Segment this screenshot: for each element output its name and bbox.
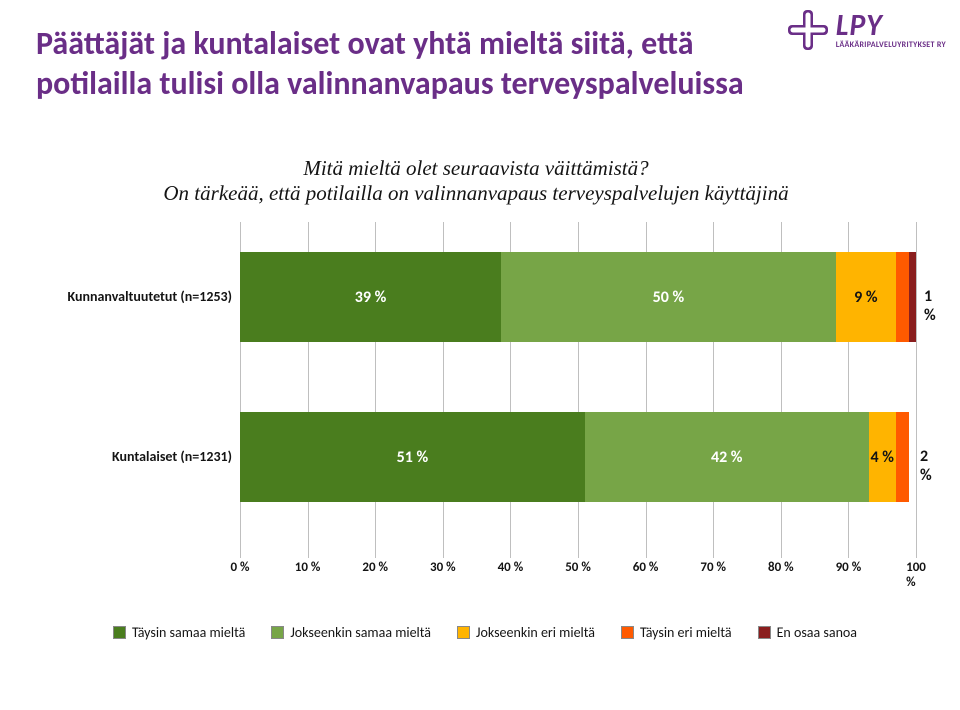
x-tick: 30 % [430, 560, 456, 575]
x-tick: 60 % [633, 560, 659, 575]
x-tick: 20 % [362, 560, 388, 575]
x-axis: 0 %10 %20 %30 %40 %50 %60 %70 %80 %90 %1… [240, 560, 916, 580]
chart: 2 %1 %39 %50 %9 %2 %51 %42 %4 % Kunnanva… [54, 222, 916, 598]
logo-text: LPY LÄÄKÄRIPALVELUYRITYKSET RY [836, 11, 946, 49]
page-title: Päättäjät ja kuntalaiset ovat yhtä mielt… [36, 24, 776, 104]
x-tick: 70 % [700, 560, 726, 575]
bar-row: 51 %42 %4 % [240, 412, 916, 502]
bar-segment: 42 % [585, 412, 869, 502]
legend-item: Jokseenkin samaa mieltä [271, 624, 431, 641]
x-tick: 10 % [295, 560, 321, 575]
subtitle-line-2: On tärkeää, että potilailla on valinnanv… [36, 181, 916, 206]
grid-line [916, 222, 917, 558]
legend-label: En osaa sanoa [777, 624, 857, 641]
x-tick: 80 % [768, 560, 794, 575]
legend-swatch [271, 626, 284, 639]
bar-segment: 4 % [869, 412, 896, 502]
x-tick: 40 % [498, 560, 524, 575]
bar-segment [909, 252, 916, 342]
legend: Täysin samaa mieltä Jokseenkin samaa miel… [54, 624, 916, 641]
legend-label: Täysin samaa mieltä [132, 624, 245, 641]
bar-segment: 9 % [836, 252, 896, 342]
x-tick: 100 % [906, 560, 926, 590]
bar-segment-label: 2 % [920, 447, 932, 485]
bar-segment: 51 % [240, 412, 585, 502]
logo-subtitle: LÄÄKÄRIPALVELUYRITYKSET RY [836, 41, 946, 49]
legend-item: Jokseenkin eri mieltä [457, 624, 595, 641]
legend-label: Jokseenkin samaa mieltä [290, 624, 431, 641]
legend-swatch [758, 626, 771, 639]
bar-segment: 50 % [501, 252, 836, 342]
legend-label: Jokseenkin eri mieltä [476, 624, 595, 641]
legend-label: Täysin eri mieltä [640, 624, 732, 641]
plot-area: 2 %1 %39 %50 %9 %2 %51 %42 %4 % [240, 222, 916, 558]
bar-row: 39 %50 %9 % [240, 252, 916, 342]
row-label: Kunnanvaltuutetut (n=1253) [54, 288, 232, 305]
row-label: Kuntalaiset (n=1231) [54, 448, 232, 465]
legend-item: Täysin samaa mieltä [113, 624, 245, 641]
subtitle-line-1: Mitä mieltä olet seuraavista väittämistä… [36, 156, 916, 181]
legend-swatch [113, 626, 126, 639]
logo: LPY LÄÄKÄRIPALVELUYRITYKSET RY [786, 8, 946, 52]
x-tick: 50 % [565, 560, 591, 575]
bar-segment [896, 252, 909, 342]
legend-swatch [621, 626, 634, 639]
legend-item: Täysin eri mieltä [621, 624, 732, 641]
bar-segment-label: 1 % [924, 287, 936, 325]
logo-acronym: LPY [836, 11, 946, 41]
bar-segment [896, 412, 910, 502]
page: LPY LÄÄKÄRIPALVELUYRITYKSET RY Päättäjät… [0, 0, 960, 710]
logo-icon [786, 8, 830, 52]
legend-item: En osaa sanoa [758, 624, 857, 641]
x-tick: 90 % [836, 560, 862, 575]
legend-swatch [457, 626, 470, 639]
subtitle: Mitä mieltä olet seuraavista väittämistä… [36, 156, 916, 206]
x-tick: 0 % [230, 560, 249, 575]
bar-segment: 39 % [240, 252, 501, 342]
